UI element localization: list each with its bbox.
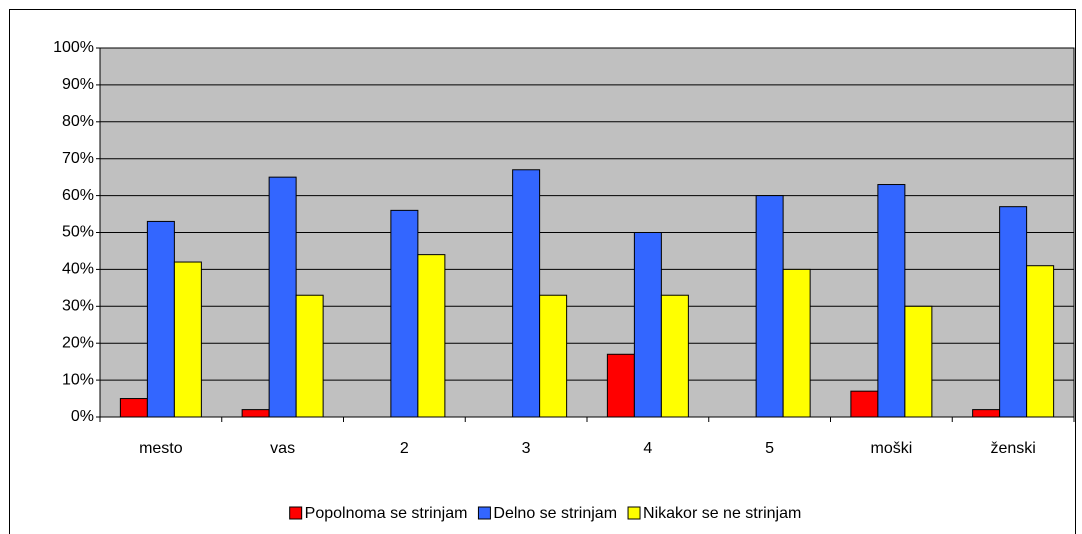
bar	[850, 390, 879, 418]
bar	[755, 195, 784, 418]
bar	[877, 184, 906, 418]
bar	[146, 220, 175, 418]
legend-swatch	[627, 506, 641, 520]
y-tick-label: 90%	[62, 76, 94, 93]
y-tick-label: 50%	[62, 224, 94, 241]
y-tick-label: 40%	[62, 261, 94, 278]
y-tick-label: 10%	[62, 371, 94, 388]
legend-label: Nikakor se ne strinjam	[643, 505, 801, 522]
legend-label: Delno se strinjam	[493, 505, 617, 522]
x-tick-label: moški	[870, 440, 912, 457]
x-tick-label: 2	[400, 440, 409, 457]
bar	[660, 294, 689, 418]
x-tick-label: vas	[270, 440, 295, 457]
bar	[241, 409, 270, 418]
x-tick-label: mesto	[139, 440, 183, 457]
legend-swatch	[289, 506, 303, 520]
bar	[972, 409, 1001, 418]
x-tick-label: 5	[765, 440, 774, 457]
y-tick-label: 30%	[62, 298, 94, 315]
bar	[268, 176, 297, 418]
y-tick-label: 70%	[62, 150, 94, 167]
bar	[606, 353, 635, 418]
bar	[633, 232, 662, 418]
bar	[417, 254, 446, 418]
bar	[390, 209, 419, 418]
y-tick-label: 0%	[71, 408, 94, 425]
y-tick-label: 60%	[62, 187, 94, 204]
y-tick-label: 80%	[62, 113, 94, 130]
bar	[1026, 265, 1055, 418]
y-tick-label: 100%	[53, 39, 94, 56]
bar	[999, 206, 1028, 418]
bar	[295, 294, 324, 418]
legend-label: Popolnoma se strinjam	[305, 505, 468, 522]
x-tick-label: 4	[643, 440, 652, 457]
bar	[119, 398, 148, 418]
legend-swatch	[477, 506, 491, 520]
bar	[512, 169, 541, 418]
bar	[782, 268, 811, 418]
x-tick-label: ženski	[990, 440, 1035, 457]
bar	[173, 261, 202, 418]
bar	[904, 305, 933, 418]
bar	[539, 294, 568, 418]
y-tick-label: 20%	[62, 334, 94, 351]
x-tick-label: 3	[522, 440, 531, 457]
